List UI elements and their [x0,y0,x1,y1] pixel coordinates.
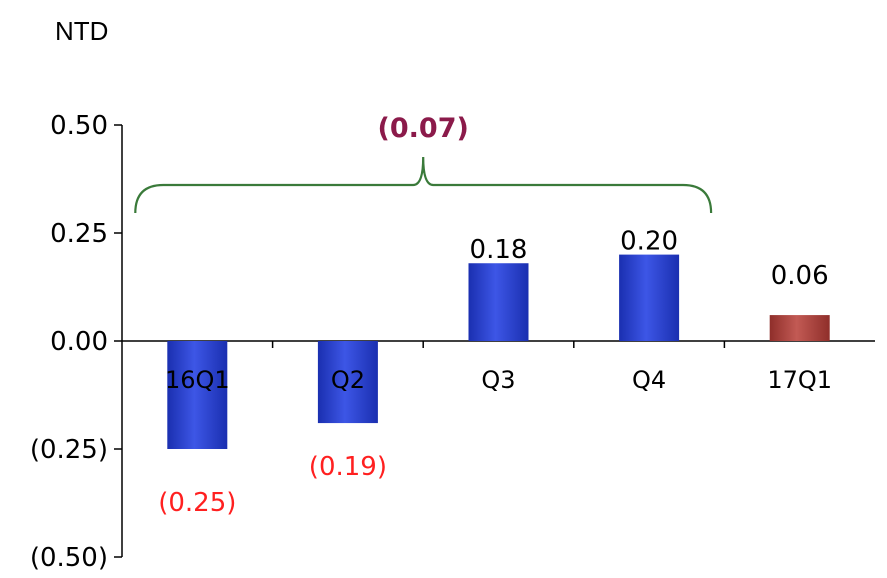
y-tick-label: 0.00 [50,327,108,357]
bar-17q1 [769,315,830,341]
data-label: (0.19) [309,452,387,482]
bar-q4 [619,254,680,341]
unit-label: NTD [55,16,109,46]
x-tick-label: Q4 [632,366,666,394]
annotation-label: (0.07) [378,113,469,144]
bar-16q1 [167,341,228,449]
data-label: 0.20 [620,227,678,257]
data-label: 0.18 [470,235,528,265]
y-tick-label: (0.50) [30,543,108,573]
data-label: 0.06 [771,261,829,291]
bar-q3 [468,263,529,341]
x-tick-label: 16Q1 [165,366,230,394]
y-tick-label: (0.25) [30,435,108,465]
x-tick-label: 17Q1 [767,366,832,394]
data-label: (0.25) [158,488,236,518]
y-tick-label: 0.50 [50,111,108,141]
x-tick-label: Q2 [331,366,365,394]
y-tick-label: 0.25 [50,219,108,249]
bar-q2 [317,341,378,424]
annotation-bracket [134,156,713,214]
x-tick-label: Q3 [481,366,515,394]
